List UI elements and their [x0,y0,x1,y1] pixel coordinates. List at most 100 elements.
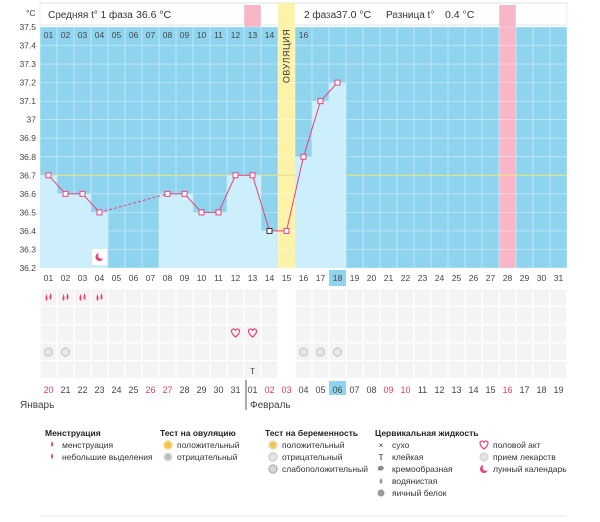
symbol-cell [312,360,329,379]
watery-icon [379,478,383,484]
pregnancy-negative-icon [315,347,326,357]
temperature-bars [40,82,346,269]
symbol-cell [176,288,193,307]
symbol-cell [193,342,210,361]
symbol-cell [295,288,312,307]
temp-bar-13 [244,175,261,268]
symbol-cell [176,342,193,361]
symbol-cell [142,324,159,343]
symbol-cell [414,324,431,343]
symbol-cell [499,342,516,361]
symbol-cell [57,324,74,343]
cycle-day-label: 16 [299,273,309,283]
top-day-label: 12 [231,30,241,40]
calendar-date-label: 14 [468,385,478,395]
temp-point-13 [249,172,256,179]
symbol-cell [159,342,176,361]
phase1-value: 36.6 °C [136,9,172,21]
symbol-cell [329,288,346,307]
symbol-cell [108,324,125,343]
y-tick-label: 37.4 [19,41,36,51]
symbol-cell [193,306,210,325]
month-february: Февраль [250,400,291,411]
calendar-date-label: 27 [162,385,172,395]
cycle-day-label: 24 [435,273,445,283]
legend-ovulation-title: Тест на овуляцию [160,428,236,438]
symbol-cell [125,324,142,343]
top-day-label: 11 [214,30,223,40]
symbol-cell [516,360,533,379]
legend-cervical-watery: водянистая [392,476,438,486]
calendar-date-label: 28 [179,385,189,395]
top-day-label: 16 [299,30,309,40]
temp-point-12 [232,172,239,179]
symbol-cell [210,342,227,361]
symbol-cell [363,324,380,343]
y-unit-label: °C [26,8,36,18]
symbol-cell [482,306,499,325]
temp-segment [320,82,338,102]
symbol-cell [499,360,516,379]
symbol-cell [346,306,363,325]
symbol-cell [261,288,278,307]
top-day-label: 14 [265,30,275,40]
symbol-cell [159,288,176,307]
top-day-label: 04 [95,30,105,40]
temp-segment [82,193,100,213]
cycle-day-label: 30 [537,273,547,283]
legend-cervical-sticky: клейкая [392,452,424,462]
temp-bar-10 [193,212,210,268]
cycle-day-label: 23 [418,273,428,283]
y-tick-label: 36.9 [19,133,36,143]
calendar-date-label: 02 [264,385,274,395]
calendar-date-label: 20 [43,385,53,395]
calendar-date-label: 04 [298,385,308,395]
symbol-cell [346,360,363,379]
symbol-cell [397,288,414,307]
moon-icon-cut [482,464,490,471]
symbol-cell [431,288,448,307]
symbol-cell [380,360,397,379]
symbol-cell [261,342,278,361]
egg-white-icon [377,489,385,497]
symbol-cell [91,360,108,379]
calendar-date-label: 12 [434,385,444,395]
symbol-cell [91,324,108,343]
highlight-top-cell [244,5,261,27]
symbol-cell [176,360,193,379]
heart-icon [230,328,241,338]
symbol-cell [244,324,261,343]
month-january: Январь [20,400,54,411]
symbol-cell [261,306,278,325]
cycle-day-label: 14 [265,273,275,283]
temp-bar-18 [329,82,346,268]
symbol-cell [244,360,261,379]
temp-segment [286,156,304,232]
symbol-cell [533,306,550,325]
symbol-cell [210,306,227,325]
symbol-cell [125,360,142,379]
symbol-cell [261,360,278,379]
calendar-date-label: 10 [400,385,410,395]
symbol-cell [125,288,142,307]
symbol-cell [448,306,465,325]
symbol-cell [448,288,465,307]
drop-icon [51,441,53,447]
symbol-cell [516,288,533,307]
symbol-cell [142,360,159,379]
cycle-day-axis: 01 02 03 04 05 06 07 08 09 10 11 12 13 14 15 16 17 18 19 20… [44,270,563,286]
cycle-day-label: 18 [333,273,343,283]
symbol-cell [74,324,91,343]
pregnancy-weak-icon [268,464,278,474]
symbol-cell [465,324,482,343]
legend-menstruation: менструация [62,440,114,450]
symbol-cell [397,324,414,343]
creamy-icon [378,465,384,471]
symbol-cell [516,324,533,343]
symbol-cell [448,342,465,361]
calendar-date-label: 11 [418,385,427,395]
symbol-cell [346,288,363,307]
symbol-cell [329,360,346,379]
calendar-date-label: 24 [111,385,121,395]
